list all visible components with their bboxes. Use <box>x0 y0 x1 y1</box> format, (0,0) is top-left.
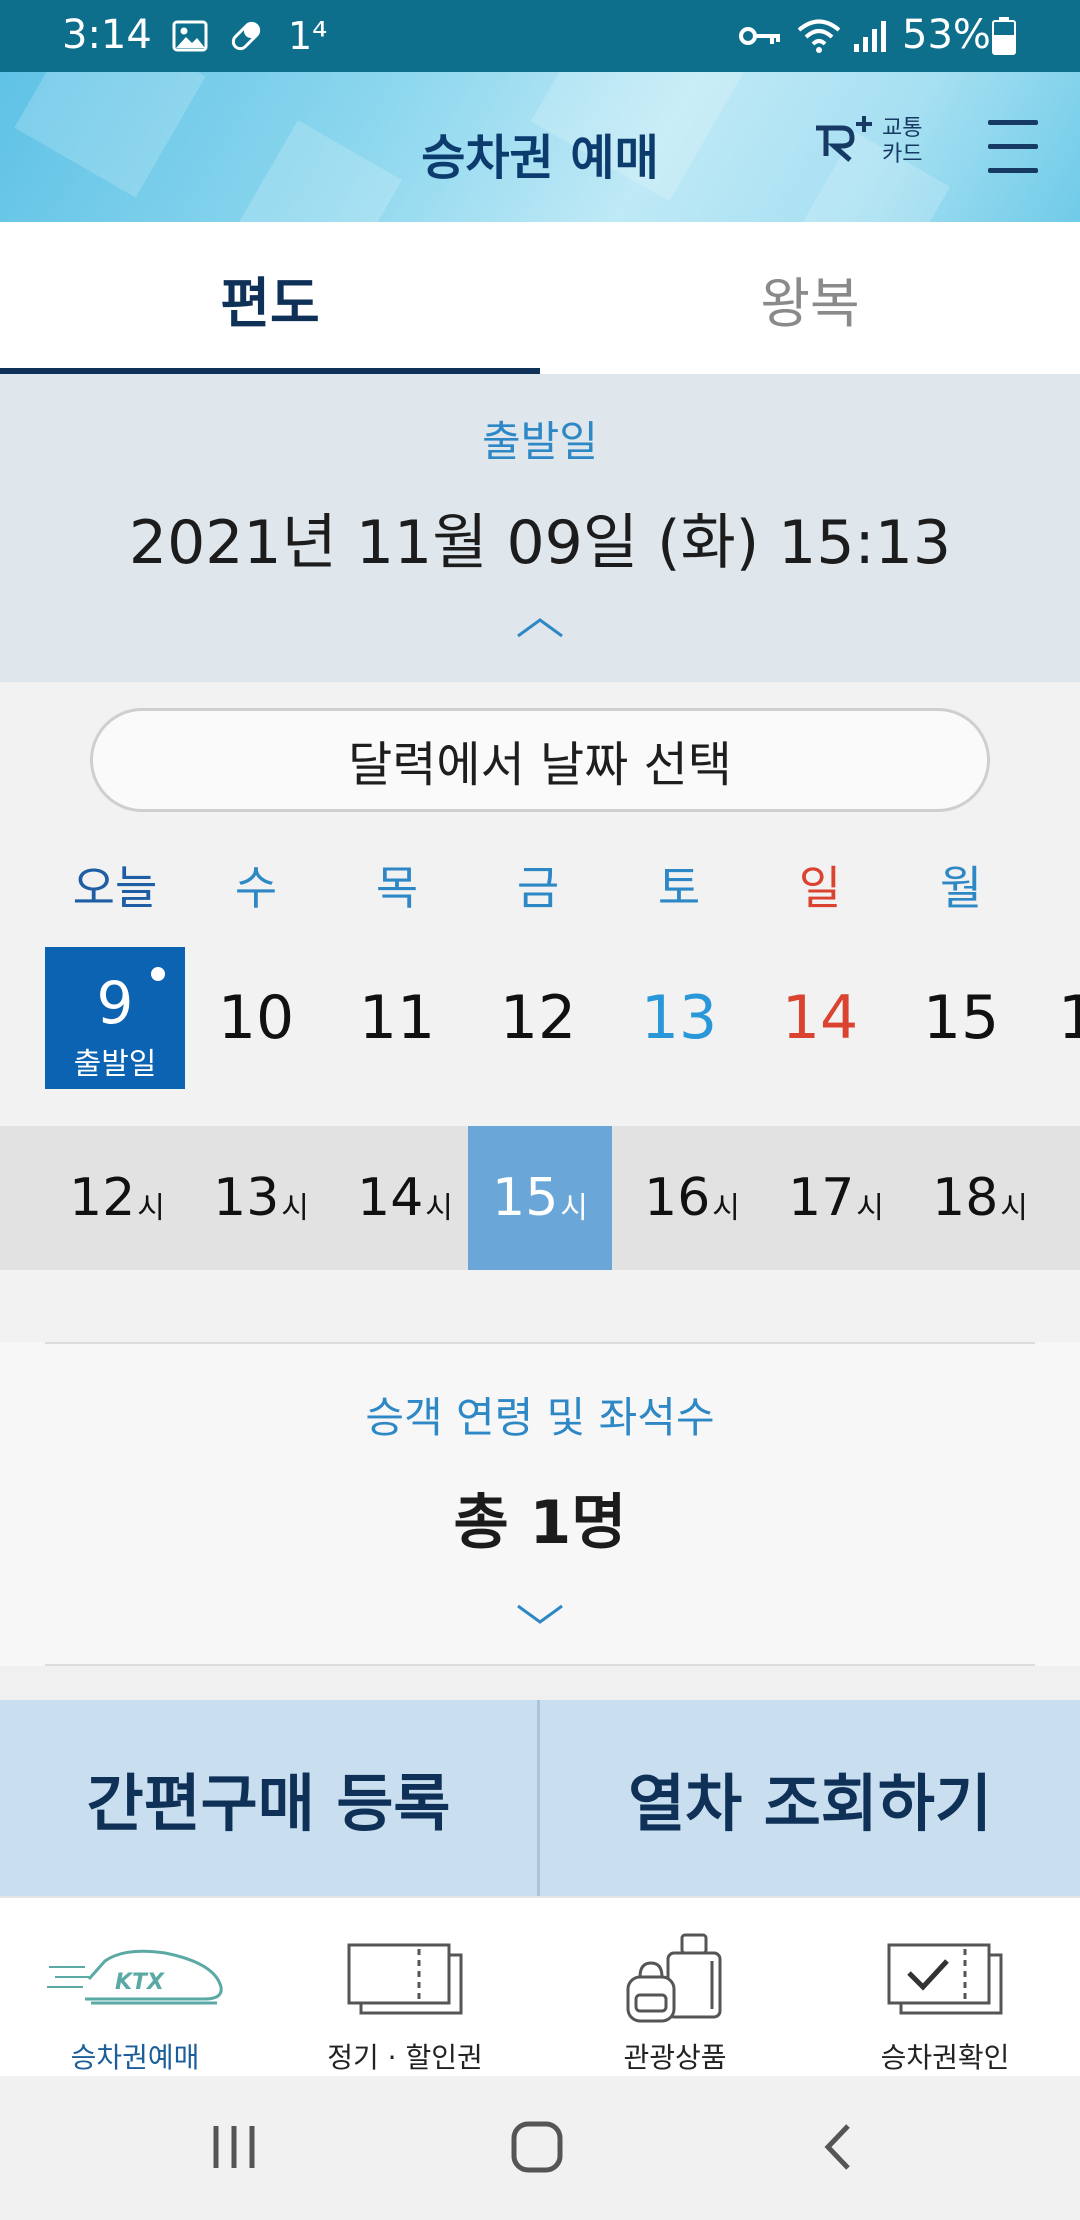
day-cell-sunday[interactable]: 14 <box>781 983 859 1053</box>
date-picker: 달력에서 날짜 선택 오늘 수 목 금 토 일 월 9 출발일 10 11 12… <box>0 682 1080 1342</box>
status-time: 3:14 <box>62 12 152 58</box>
day-cell[interactable]: 10 <box>217 983 295 1053</box>
hour-cell[interactable]: 12 시 <box>69 1168 165 1228</box>
day-cell-saturday[interactable]: 13 <box>640 983 718 1053</box>
wifi-icon <box>796 16 842 56</box>
nav-label: 정기 · 할인권 <box>327 2041 483 2074</box>
day-cell[interactable]: 11 <box>358 983 436 1053</box>
action-buttons: 간편구매 등록 열차 조회하기 <box>0 1700 1080 1896</box>
departure-datetime: 2021년 11월 09일 (화) 15:13 <box>128 508 952 578</box>
today-dot-icon <box>151 967 165 981</box>
hour-cell-selected[interactable]: 15 시 <box>468 1126 612 1270</box>
card-label-line1: 교통 <box>882 116 923 141</box>
nav-season-discount[interactable]: 정기 · 할인권 <box>310 1898 500 2078</box>
battery-icon <box>992 16 1016 56</box>
hour-cell[interactable]: 18 시 <box>932 1168 1028 1228</box>
weekday-wed: 수 <box>234 861 278 915</box>
quick-buy-register-button[interactable]: 간편구매 등록 <box>0 1700 540 1896</box>
weekday-today: 오늘 <box>72 861 158 915</box>
nav-ticket-booking[interactable]: KTX 승차권예매 <box>40 1898 230 2078</box>
passenger-label: 승객 연령 및 좌석수 <box>365 1393 715 1442</box>
rail-plus-logo-icon <box>812 116 878 168</box>
ticket-check-icon <box>885 1934 1005 2024</box>
transit-card-button[interactable]: 교통 카드 <box>812 116 922 168</box>
tab-round-trip[interactable]: 왕복 <box>760 271 860 335</box>
day-number: 9 <box>96 969 134 1037</box>
ticket-icon <box>345 1934 465 2024</box>
weekday-fri: 금 <box>516 861 560 915</box>
page-title: 승차권 예매 <box>421 130 659 186</box>
hour-cell[interactable]: 16 시 <box>644 1168 740 1228</box>
card-label-line2: 카드 <box>882 142 923 167</box>
weekday-sun: 일 <box>798 861 842 915</box>
nav-ticket-check[interactable]: 승차권확인 <box>850 1898 1040 2078</box>
departure-label: 출발일 <box>482 417 598 466</box>
chevron-down-icon[interactable] <box>515 1602 565 1632</box>
luggage-icon <box>620 1933 730 2024</box>
ktx-train-icon: KTX <box>45 1934 225 2024</box>
hour-cell[interactable]: 14 시 <box>357 1168 453 1228</box>
hour-selector: 11시 12시 13시 14시 15시 16시 17시 18시 <box>0 1126 1080 1270</box>
svg-text:KTX: KTX <box>115 1970 165 1995</box>
status-bar: 3:14 1⁴ 53% <box>0 0 1080 72</box>
back-icon[interactable] <box>820 2122 856 2176</box>
hamburger-menu-icon[interactable] <box>988 120 1038 173</box>
battery-percent: 53% <box>902 12 991 58</box>
search-trains-button[interactable]: 열차 조회하기 <box>628 1767 992 1840</box>
nav-label: 승차권예매 <box>70 2041 200 2074</box>
day-cell-partial[interactable]: 1 <box>1058 983 1080 1053</box>
weekday-sat: 토 <box>657 861 701 915</box>
selected-day-caption: 출발일 <box>73 1047 157 1082</box>
calendar-select-button[interactable]: 달력에서 날짜 선택 <box>90 708 990 812</box>
notification-count: 1⁴ <box>288 14 328 58</box>
passenger-section[interactable]: 승객 연령 및 좌석수 총 1명 <box>45 1342 1035 1666</box>
trip-type-tabs: 편도 왕복 <box>0 222 1080 374</box>
nav-tour-products[interactable]: 관광상품 <box>580 1898 770 2078</box>
hour-cell[interactable]: 13 시 <box>213 1168 309 1228</box>
signal-icon <box>852 16 890 56</box>
passenger-count: 총 1명 <box>453 1488 627 1558</box>
app-header: 승차권 예매 교통 카드 <box>0 72 1080 222</box>
day-cell[interactable]: 15 <box>922 983 1000 1053</box>
weekday-thu: 목 <box>375 861 419 915</box>
hour-cell[interactable]: 17 시 <box>788 1168 884 1228</box>
pill-icon <box>226 16 266 56</box>
home-icon[interactable] <box>510 2120 564 2178</box>
recent-apps-icon[interactable] <box>210 2122 258 2176</box>
nav-label: 관광상품 <box>623 2041 727 2074</box>
bottom-navigation: KTX 승차권예매 정기 · 할인권 관광상품 승차권확인 <box>0 1896 1080 2076</box>
vpn-key-icon <box>738 16 782 56</box>
system-navigation-bar <box>0 2076 1080 2220</box>
nav-label: 승차권확인 <box>880 2041 1010 2074</box>
day-cell[interactable]: 12 <box>499 983 577 1053</box>
departure-section[interactable]: 출발일 2021년 11월 09일 (화) 15:13 <box>0 374 1080 682</box>
weekday-mon: 월 <box>939 861 983 915</box>
day-selected[interactable]: 9 출발일 <box>45 947 185 1089</box>
chevron-up-icon[interactable] <box>515 614 565 644</box>
tab-one-way[interactable]: 편도 <box>0 222 540 374</box>
hour-cell[interactable]: 11시 <box>0 1126 24 1270</box>
gallery-icon <box>172 16 208 56</box>
